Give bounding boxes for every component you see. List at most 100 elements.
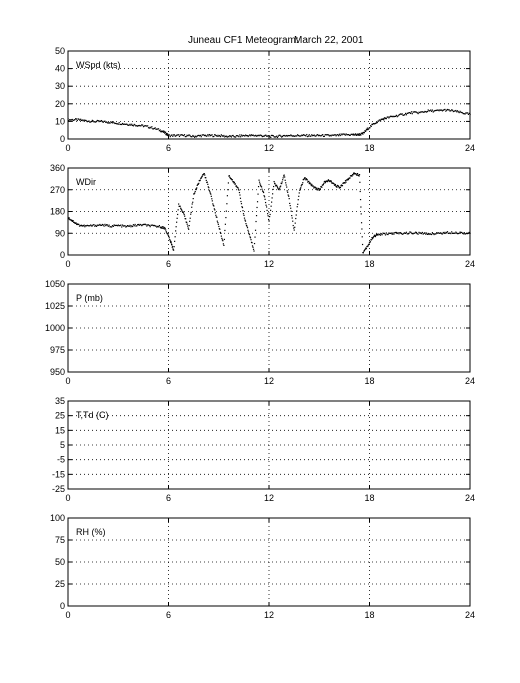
data-point xyxy=(243,214,245,217)
data-point xyxy=(191,203,193,205)
data-point xyxy=(205,179,207,182)
data-point xyxy=(303,178,305,180)
data-point xyxy=(363,249,366,252)
data-point xyxy=(266,213,269,215)
data-point xyxy=(224,136,226,138)
data-point xyxy=(372,123,374,125)
data-point xyxy=(379,234,382,236)
data-point xyxy=(288,198,290,200)
data-point xyxy=(443,232,445,235)
data-point xyxy=(111,226,113,228)
data-point xyxy=(306,133,308,136)
y-tick-label: 180 xyxy=(50,207,65,217)
data-point xyxy=(452,232,454,234)
data-point xyxy=(126,124,129,126)
data-point xyxy=(256,135,258,137)
data-point xyxy=(181,134,183,136)
data-point xyxy=(264,201,267,204)
data-point xyxy=(194,135,196,137)
data-point xyxy=(251,242,253,244)
data-point xyxy=(71,219,73,222)
data-point xyxy=(290,210,292,212)
data-point xyxy=(123,123,125,125)
data-point xyxy=(254,236,256,238)
series-1 xyxy=(67,172,471,254)
data-point xyxy=(156,128,158,130)
panel-label: RH (%) xyxy=(76,527,106,537)
data-point xyxy=(68,218,70,220)
data-point xyxy=(147,224,149,226)
data-point xyxy=(362,133,364,135)
data-point xyxy=(254,135,256,137)
data-point xyxy=(394,232,396,234)
data-point xyxy=(191,136,193,138)
data-point xyxy=(394,115,397,117)
data-point xyxy=(415,231,417,233)
data-point xyxy=(459,231,461,233)
data-point xyxy=(355,173,357,175)
data-point xyxy=(151,224,153,226)
data-point xyxy=(265,206,268,208)
data-point xyxy=(294,222,296,224)
data-point xyxy=(389,232,391,234)
data-point xyxy=(375,234,377,237)
data-point xyxy=(186,134,188,136)
data-point xyxy=(82,225,85,227)
data-point xyxy=(413,232,415,234)
data-point xyxy=(339,186,342,189)
data-point xyxy=(326,134,328,136)
data-point xyxy=(74,119,76,121)
data-point xyxy=(421,111,423,113)
data-point xyxy=(76,119,78,122)
data-point xyxy=(462,233,464,235)
data-point xyxy=(412,111,414,113)
data-point xyxy=(456,232,458,234)
data-point xyxy=(80,224,82,227)
data-point xyxy=(224,229,226,232)
data-point xyxy=(162,130,164,132)
data-point xyxy=(273,136,275,138)
data-point xyxy=(311,183,313,186)
data-point xyxy=(213,135,215,138)
data-point xyxy=(204,134,206,137)
data-point xyxy=(82,120,84,122)
data-point xyxy=(185,135,187,138)
data-point xyxy=(320,135,322,137)
data-point xyxy=(173,134,176,136)
data-point xyxy=(357,134,359,136)
data-point xyxy=(221,239,223,241)
data-point xyxy=(319,135,321,137)
data-point xyxy=(106,224,108,226)
y-tick-label: -25 xyxy=(52,484,65,494)
data-point xyxy=(271,201,273,203)
data-point xyxy=(193,135,195,137)
data-point xyxy=(405,231,408,233)
x-tick-label: 12 xyxy=(264,259,274,269)
data-point xyxy=(373,123,375,125)
data-point xyxy=(281,136,283,138)
data-point xyxy=(79,119,81,121)
data-point xyxy=(264,198,266,200)
data-point xyxy=(86,224,88,226)
data-point xyxy=(68,217,70,219)
data-point xyxy=(164,132,166,134)
data-point xyxy=(116,123,118,125)
data-point xyxy=(376,122,378,124)
data-point xyxy=(88,225,90,227)
data-point xyxy=(96,119,99,122)
data-point xyxy=(284,176,286,178)
data-point xyxy=(230,136,233,138)
data-point xyxy=(298,135,300,137)
x-tick-label: 24 xyxy=(465,376,475,386)
data-point xyxy=(125,226,127,228)
data-point xyxy=(135,225,137,227)
data-point xyxy=(95,225,98,227)
data-point xyxy=(296,135,298,137)
data-point xyxy=(221,237,223,240)
data-point xyxy=(231,135,233,137)
data-point xyxy=(257,134,259,136)
data-point xyxy=(238,136,240,138)
data-point xyxy=(116,224,118,227)
data-point xyxy=(352,174,354,176)
data-point xyxy=(399,232,402,234)
